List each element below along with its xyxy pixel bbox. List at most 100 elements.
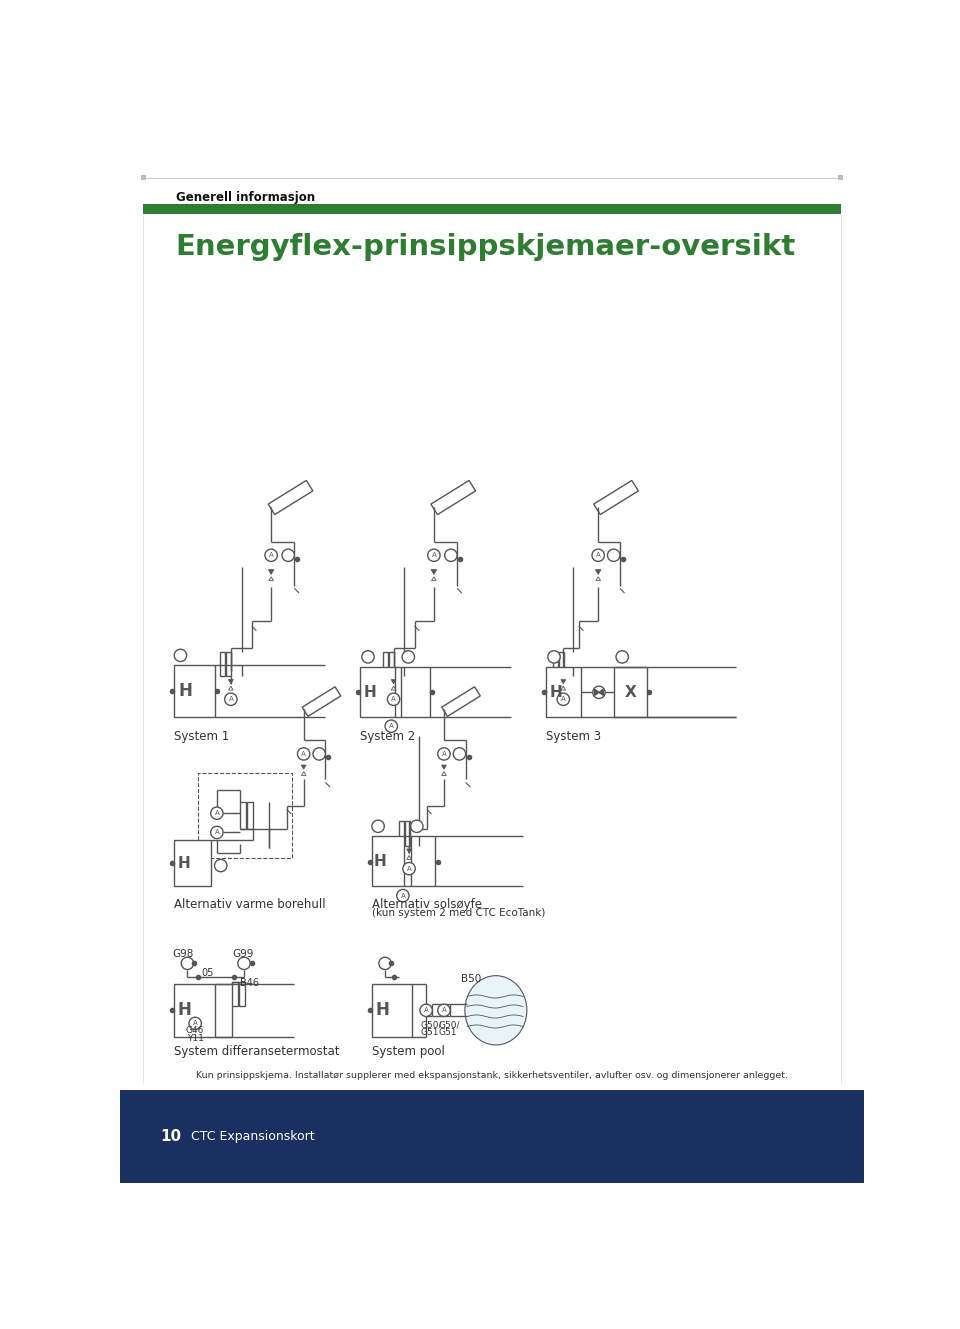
Circle shape xyxy=(238,957,251,970)
Text: H: H xyxy=(374,855,387,869)
Text: A: A xyxy=(269,553,274,558)
Bar xyxy=(389,651,394,676)
Circle shape xyxy=(265,549,277,561)
Bar xyxy=(383,651,388,676)
Polygon shape xyxy=(301,772,306,776)
Polygon shape xyxy=(269,570,274,574)
Text: Generell informasjon: Generell informasjon xyxy=(176,190,315,203)
Polygon shape xyxy=(407,856,412,860)
Circle shape xyxy=(592,686,605,699)
Circle shape xyxy=(372,820,384,832)
Polygon shape xyxy=(432,577,436,581)
Text: Energyflex-prinsippskjemaer-oversikt: Energyflex-prinsippskjemaer-oversikt xyxy=(176,234,796,262)
Bar xyxy=(559,651,564,676)
Text: A: A xyxy=(561,696,565,702)
Ellipse shape xyxy=(465,975,527,1045)
Polygon shape xyxy=(561,686,565,690)
Text: A: A xyxy=(423,1007,428,1013)
Polygon shape xyxy=(407,849,412,853)
Circle shape xyxy=(385,720,397,732)
Circle shape xyxy=(210,827,223,839)
Text: X: X xyxy=(625,684,636,700)
Bar xyxy=(411,836,436,886)
Bar xyxy=(400,667,430,716)
Text: System differansetermostat: System differansetermostat xyxy=(175,1045,340,1058)
Text: A: A xyxy=(596,553,601,558)
Text: H: H xyxy=(375,1001,389,1019)
Bar xyxy=(614,667,647,716)
Circle shape xyxy=(616,651,629,663)
Bar xyxy=(226,651,230,676)
Text: H: H xyxy=(178,856,191,870)
Text: A: A xyxy=(400,893,405,898)
Polygon shape xyxy=(596,577,601,581)
Text: A: A xyxy=(442,751,446,758)
Text: A: A xyxy=(214,829,219,836)
Bar xyxy=(546,667,581,716)
Text: System 2: System 2 xyxy=(360,730,416,743)
Text: H: H xyxy=(178,1001,191,1019)
Text: G50/: G50/ xyxy=(439,1021,460,1030)
Polygon shape xyxy=(228,679,233,684)
Text: G99: G99 xyxy=(232,949,253,960)
Text: (kun system 2 med CTC EcoTank): (kun system 2 med CTC EcoTank) xyxy=(372,908,545,918)
Bar xyxy=(175,985,214,1037)
Polygon shape xyxy=(442,766,446,769)
Polygon shape xyxy=(599,690,603,695)
Circle shape xyxy=(403,863,416,874)
Polygon shape xyxy=(442,772,446,776)
Bar xyxy=(232,982,238,1006)
Text: Y11: Y11 xyxy=(187,1034,204,1042)
Polygon shape xyxy=(302,687,341,716)
Bar xyxy=(175,664,214,716)
Text: A: A xyxy=(389,723,394,730)
Circle shape xyxy=(313,748,325,760)
Text: H: H xyxy=(179,682,192,700)
Text: G98: G98 xyxy=(172,949,193,960)
Bar xyxy=(175,840,211,886)
Circle shape xyxy=(420,1005,432,1017)
Bar xyxy=(220,651,225,676)
Bar xyxy=(372,836,404,886)
Bar xyxy=(399,821,404,845)
Circle shape xyxy=(189,1017,202,1030)
Text: A: A xyxy=(431,553,436,558)
Polygon shape xyxy=(391,679,396,684)
Text: CTC Expansionskort: CTC Expansionskort xyxy=(191,1130,315,1143)
Circle shape xyxy=(444,549,457,561)
Circle shape xyxy=(388,694,399,706)
Bar xyxy=(239,982,245,1006)
Circle shape xyxy=(225,694,237,706)
Polygon shape xyxy=(269,577,274,581)
Circle shape xyxy=(210,807,223,820)
Text: System 1: System 1 xyxy=(175,730,229,743)
Circle shape xyxy=(438,1005,450,1017)
Circle shape xyxy=(362,651,374,663)
Bar xyxy=(120,1090,864,1183)
Text: B50: B50 xyxy=(461,974,481,983)
Text: 05: 05 xyxy=(202,969,214,978)
Circle shape xyxy=(592,549,605,561)
Text: A: A xyxy=(442,1007,446,1013)
Polygon shape xyxy=(442,687,480,716)
Circle shape xyxy=(379,957,392,970)
Circle shape xyxy=(396,889,409,902)
Circle shape xyxy=(411,820,423,832)
Polygon shape xyxy=(268,481,313,514)
Text: H: H xyxy=(363,684,376,700)
Circle shape xyxy=(282,549,295,561)
Bar xyxy=(198,773,292,859)
Circle shape xyxy=(453,748,466,760)
Text: A: A xyxy=(407,865,412,872)
Circle shape xyxy=(402,651,415,663)
Circle shape xyxy=(181,957,194,970)
Polygon shape xyxy=(431,570,437,574)
Bar xyxy=(247,801,252,828)
Bar xyxy=(553,651,558,676)
Circle shape xyxy=(214,860,227,872)
Circle shape xyxy=(427,549,440,561)
Text: Kun prinsippskjema. Installatør supplerer med ekspansjonstank, sikkerhetsventile: Kun prinsippskjema. Installatør supplere… xyxy=(196,1071,788,1079)
Text: A: A xyxy=(228,696,233,702)
Text: System 3: System 3 xyxy=(546,730,601,743)
Text: Alternativ varme borehull: Alternativ varme borehull xyxy=(175,897,325,910)
